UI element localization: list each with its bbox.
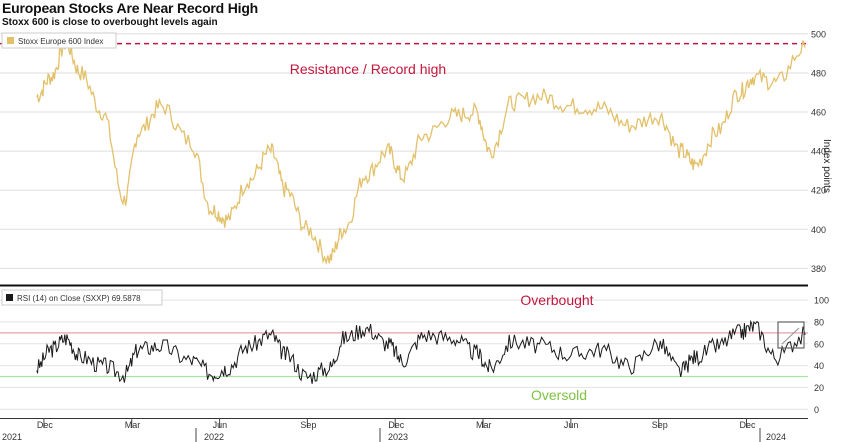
price-series-line [36,37,806,266]
x-tick-label: Dec [740,420,757,430]
x-tick-label: Mar [476,420,492,430]
chart-title: European Stocks Are Near Record High [2,0,259,16]
rsi-legend-swatch [6,294,13,301]
rsi-gridlines [0,299,808,410]
price-y-axis-label: Index points [821,139,832,193]
rsi-legend-box [1,289,163,306]
rsi-y-tick-label: 20 [814,383,824,393]
rsi-y-tick-label: 0 [814,405,819,415]
x-year-label: 2022 [204,432,224,442]
price-y-tick-label: 380 [811,264,826,274]
x-tick-label: Sep [652,420,668,430]
price-legend-swatch [7,37,14,44]
x-axis-ticks: Dec Mar Jun Sep Dec Mar Jun Sep Dec 2021 2022 2023 2… [2,418,786,442]
x-tick-label: Jun [213,420,228,430]
price-y-tick-label: 400 [811,225,826,235]
x-year-label: 2023 [388,432,408,442]
resistance-label: Resistance / Record high [290,61,446,77]
price-y-tick-label: 500 [811,29,826,39]
price-y-tick-label: 460 [811,108,826,118]
price-y-tick-label: 480 [811,68,826,78]
rsi-y-tick-label: 100 [814,296,829,306]
rsi-legend-label: RSI (14) on Close (SXXP) 69.5878 [17,294,141,303]
rsi-y-tick-label: 60 [814,339,824,349]
x-year-label: 2024 [766,432,786,442]
x-tick-label: Mar [125,420,141,430]
x-tick-label: Jun [564,420,579,430]
chart-subtitle: Stoxx 600 is close to overbought levels … [2,17,218,28]
price-y-tick-label: 420 [811,186,826,196]
x-tick-label: Dec [388,420,405,430]
overbought-label: Overbought [520,292,593,308]
x-tick-label: Sep [300,420,316,430]
rsi-highlight-box [777,321,805,349]
x-tick-label: Dec [37,420,54,430]
rsi-y-tick-label: 40 [814,361,824,371]
price-legend-box [1,32,117,49]
price-gridlines [0,33,808,269]
rsi-y-tick-labels: 0 20 40 60 80 100 [814,296,829,415]
rsi-y-tick-label: 80 [814,317,824,327]
price-y-tick-label: 440 [811,147,826,157]
price-legend-label: Stoxx Europe 600 Index [18,37,103,46]
rsi-highlight-arrow [781,327,800,345]
oversold-label: Oversold [531,387,587,403]
price-y-tick-labels: 380 400 420 440 460 480 500 [811,29,826,274]
rsi-series-line [36,319,806,384]
x-year-label: 2021 [2,432,22,442]
